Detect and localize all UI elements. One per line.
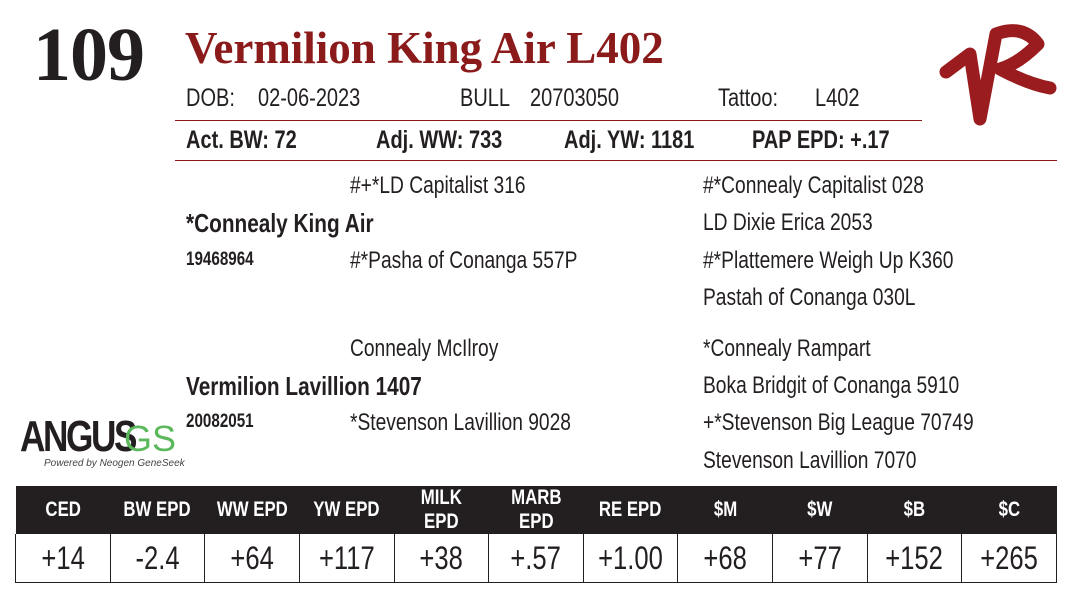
epd-value: +265 [961,534,1057,583]
divider [175,120,922,121]
logo-powered-by: Powered by Neogen GeneSeek [44,458,185,469]
epd-value: +77 [772,534,868,583]
sire-sire-dam: LD Dixie Erica 2053 [703,209,873,236]
angus-gs-logo: ANGUS GS Powered by Neogen GeneSeek [20,412,185,469]
dam-sire: Connealy McIlroy [350,335,499,362]
epd-header: YW EPD [299,486,394,534]
sire: *Connealy King Air [186,208,374,238]
epd-header: MARB EPD [488,486,584,534]
dam-sire-sire: *Connealy Rampart [703,335,871,362]
epd-value: +38 [393,534,489,583]
epd-value-row: +14 -2.4 +64 +117 +38 +.57 +1.00 +68 +77 +152 +265 [15,534,1057,583]
sire-sire-sire: #*Connealy Capitalist 028 [703,172,924,199]
epd-value: +64 [204,534,300,583]
epd-header: $B [867,486,962,534]
pap-epd: PAP EPD: +.17 [752,126,890,154]
brand-logo [938,14,1058,139]
epd-header: $W [772,486,868,534]
epd-header: CED [15,486,111,534]
epd-value: +.57 [488,534,584,583]
sex: BULL [460,84,511,112]
dob-label: DOB: [186,84,235,112]
actual-birth-weight: Act. BW: 72 [186,126,297,154]
epd-value: +117 [298,534,394,583]
epd-table: CED BW EPD WW EPD YW EPD MILK EPD MARB EPD RE … [15,486,1057,583]
dam-registration: 20082051 [186,411,254,432]
epd-value: +68 [677,534,773,583]
logo-gs: GS [124,418,177,459]
epd-value: -2.4 [109,534,205,583]
dam-dam: *Stevenson Lavillion 9028 [350,409,571,436]
epd-header: WW EPD [204,486,300,534]
epd-header: $M [677,486,773,534]
vr-brand-icon [939,24,1057,126]
epd-header: RE EPD [583,486,678,534]
sire-dam-sire: #*Plattemere Weigh Up K360 [703,247,954,274]
sire-dam: #*Pasha of Conanga 557P [350,247,578,274]
adjusted-yearling-weight: Adj. YW: 1181 [564,126,695,154]
dam-dam-sire: +*Stevenson Big League 70749 [703,409,974,436]
epd-header: $C [961,486,1057,534]
dam: Vermilion Lavillion 1407 [186,371,422,401]
dam-sire-dam: Boka Bridgit of Conanga 5910 [703,372,960,399]
divider [175,160,1057,161]
sire-sire: #+*LD Capitalist 316 [350,172,526,199]
registration-number: 20703050 [530,84,619,112]
epd-header-row: CED BW EPD WW EPD YW EPD MILK EPD MARB EPD RE … [15,486,1057,534]
sire-registration: 19468964 [186,249,254,270]
epd-value: +14 [15,534,111,583]
lot-number: 109 [33,13,145,97]
adjusted-weaning-weight: Adj. WW: 733 [376,126,503,154]
epd-header: BW EPD [110,486,205,534]
dob-value: 02-06-2023 [258,84,361,112]
sire-dam-dam: Pastah of Conanga 030L [703,284,916,311]
tattoo-value: L402 [815,84,860,112]
logo-angus: ANGUS [20,412,138,461]
epd-value: +152 [866,534,962,583]
epd-value: +1.00 [582,534,678,583]
epd-header: MILK EPD [394,486,489,534]
tattoo-label: Tattoo: [718,84,779,112]
animal-name: Vermilion King Air L402 [185,23,664,73]
dam-dam-dam: Stevenson Lavillion 7070 [703,447,917,474]
